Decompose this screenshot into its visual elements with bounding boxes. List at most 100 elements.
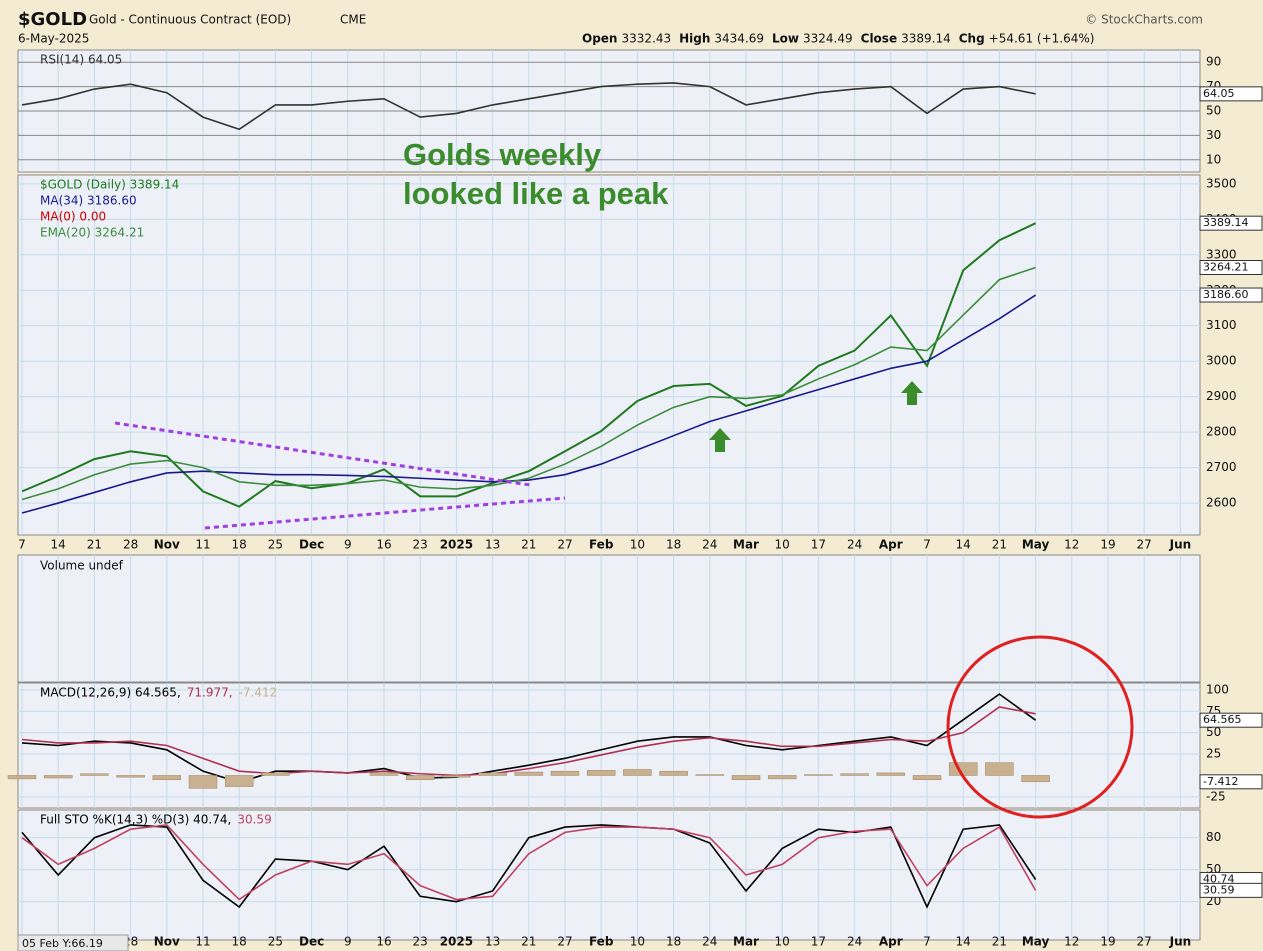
- x-tick-label: Nov: [154, 935, 180, 949]
- panel: [17, 174, 1201, 536]
- legend-label: EMA(20) 3264.21: [40, 226, 144, 240]
- panel: [17, 809, 1201, 941]
- exchange: CME: [340, 13, 366, 27]
- annotation: looked like a peak: [403, 176, 669, 211]
- series-line: [21, 294, 1037, 514]
- value-tag: [1199, 215, 1263, 231]
- x-tick-label: 27: [557, 935, 572, 949]
- histogram-bar: [478, 772, 507, 776]
- value-tag-label: 3264.21: [1203, 260, 1249, 273]
- legend-label: 30.59: [237, 813, 271, 827]
- date: 6-May-2025: [18, 32, 89, 46]
- value-tag-label: 40.74: [1203, 873, 1235, 886]
- histogram-bar: [550, 770, 580, 776]
- x-tick-label: 14: [51, 538, 66, 552]
- histogram-bar: [731, 775, 761, 780]
- annotation: Golds weekly: [403, 137, 602, 172]
- y-tick-label: 10: [1206, 152, 1221, 166]
- legend-label: -7.412: [239, 686, 278, 700]
- histogram-bar: [261, 772, 290, 776]
- x-tick-label: 24: [847, 935, 862, 949]
- y-tick-label: -25: [1206, 789, 1226, 803]
- histogram-bar: [152, 775, 182, 780]
- x-tick-label: 13: [485, 935, 500, 949]
- histogram-bar: [7, 775, 37, 780]
- value-tag-label: 3186.60: [1203, 288, 1249, 301]
- stat-value: 3389.14: [901, 32, 951, 46]
- histogram-bar: [912, 775, 942, 780]
- x-tick-label: Jun: [1169, 935, 1192, 949]
- series-line: [21, 222, 1037, 508]
- legend-label: Full STO %K(14,3) %D(3) 40.74,: [40, 813, 231, 827]
- histogram-bar: [442, 775, 471, 778]
- value-tag-label: 3389.14: [1203, 216, 1249, 229]
- stat-label: Open: [582, 32, 617, 46]
- x-tick-label: 10: [775, 538, 790, 552]
- stat-label: High: [679, 32, 710, 46]
- x-tick-label: May: [1022, 538, 1050, 552]
- value-tag: [1199, 774, 1263, 790]
- x-tick-label: 27: [1137, 935, 1152, 949]
- source: © StockCharts.com: [1085, 13, 1203, 27]
- x-tick-label: 7: [923, 935, 931, 949]
- x-tick-label: 12: [1064, 538, 1079, 552]
- x-tick-label: 11: [195, 538, 210, 552]
- x-tick-label: 16: [376, 538, 391, 552]
- y-tick-label: 30: [1206, 128, 1221, 142]
- histogram-bar: [840, 773, 869, 776]
- stat-value: 3434.69: [714, 32, 764, 46]
- x-tick-label: 19: [1100, 538, 1115, 552]
- stat-value: +54.61 (+1.64%): [989, 32, 1095, 46]
- histogram-bar: [514, 771, 544, 776]
- x-tick-label: 10: [630, 538, 645, 552]
- y-tick-label: 80: [1206, 830, 1221, 844]
- series-line: [21, 824, 1037, 901]
- x-tick-label: 19: [1100, 935, 1115, 949]
- x-tick-label: 23: [413, 538, 428, 552]
- panel: [17, 682, 1201, 809]
- x-tick-label: 14: [956, 538, 971, 552]
- x-tick-label: 21: [521, 935, 536, 949]
- value-tag-label: 64.05: [1203, 87, 1235, 100]
- drawings: [114, 381, 1134, 819]
- x-tick-label: Mar: [733, 538, 759, 552]
- x-tick-label: 27: [557, 538, 572, 552]
- x-tick-label: Apr: [879, 538, 903, 552]
- histogram-bar: [188, 775, 218, 789]
- histogram-bar: [80, 773, 109, 776]
- histogram-bar: [43, 775, 73, 779]
- arrow: [709, 428, 731, 452]
- x-tick-label: Feb: [589, 935, 614, 949]
- x-tick-label: 27: [1137, 538, 1152, 552]
- stat-label: Low: [772, 32, 799, 46]
- value-tag-label: -7.412: [1203, 775, 1238, 788]
- y-tick-label: 3000: [1206, 354, 1237, 368]
- value-tag: [1199, 287, 1263, 303]
- x-tick-label: 28: [123, 538, 138, 552]
- histogram-bar: [985, 762, 1014, 776]
- x-tick-label: 18: [232, 935, 247, 949]
- trend-line: [114, 421, 531, 487]
- stat-value: 3324.49: [803, 32, 853, 46]
- legend-label: MA(34) 3186.60: [40, 194, 137, 208]
- histogram-bar: [116, 775, 145, 778]
- y-tick-label: 3500: [1206, 176, 1237, 190]
- series-line: [21, 706, 1036, 777]
- histogram-bar: [695, 774, 725, 776]
- series-line: [21, 266, 1036, 501]
- stat-value: 3332.43: [621, 32, 671, 46]
- x-tick-label: 24: [847, 538, 862, 552]
- x-tick-label: 18: [666, 538, 681, 552]
- value-tag-label: 30.59: [1203, 883, 1235, 896]
- legend-label: 71.977,: [187, 686, 233, 700]
- x-tick-label: Apr: [879, 935, 903, 949]
- x-tick-label: 18: [232, 538, 247, 552]
- y-tick-label: 50: [1206, 725, 1221, 739]
- highlight-circle: [946, 635, 1134, 819]
- x-tick-label: Jun: [1169, 538, 1192, 552]
- legend-label: $GOLD (Daily) 3389.14: [40, 178, 179, 192]
- value-tag-label: 64.565: [1203, 713, 1242, 726]
- y-tick-label: 25: [1206, 747, 1221, 761]
- histogram-bar: [586, 770, 616, 776]
